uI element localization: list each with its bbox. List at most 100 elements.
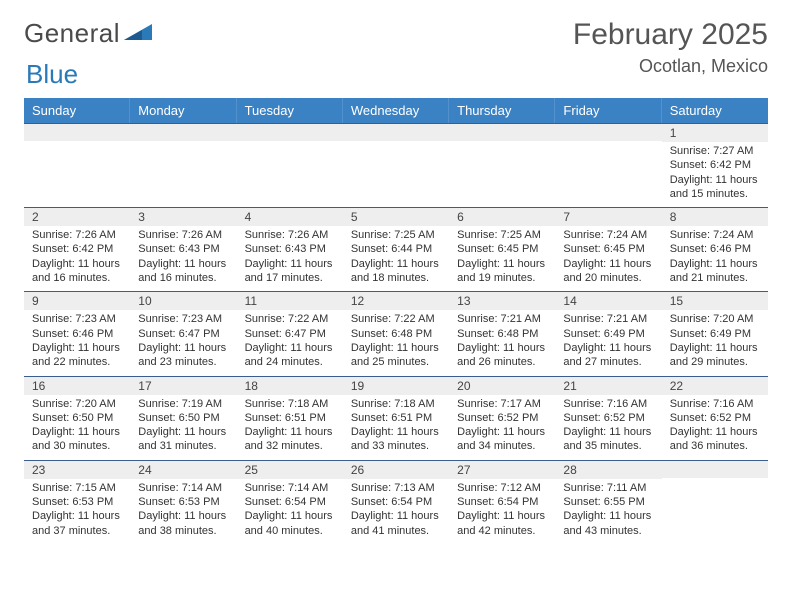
daylight-line: Daylight: 11 hours and 17 minutes. <box>245 257 335 286</box>
day-cell: 6Sunrise: 7:25 AMSunset: 6:45 PMDaylight… <box>449 207 555 291</box>
weekday-header: Friday <box>555 98 661 123</box>
day-cell: 11 Sunrise: 7:22 AMSunset: 6:47 PMDayligh… <box>237 291 343 375</box>
day-details: Sunrise: 7:17 AMSunset: 6:52 PMDaylight:… <box>449 395 555 460</box>
calendar-grid: 1Sunrise: 7:27 AMSunset: 6:42 PMDaylight… <box>24 123 768 544</box>
sunset-line: Sunset: 6:50 PM <box>32 411 122 425</box>
day-number: 23 <box>24 460 130 479</box>
day-cell <box>555 123 661 207</box>
sunrise-line: Sunrise: 7:19 AM <box>138 397 228 411</box>
day-details: Sunrise: 7:21 AMSunset: 6:49 PMDaylight:… <box>555 310 661 375</box>
sunset-line: Sunset: 6:51 PM <box>351 411 441 425</box>
sunset-line: Sunset: 6:53 PM <box>138 495 228 509</box>
day-cell: 18Sunrise: 7:18 AMSunset: 6:51 PMDayligh… <box>237 376 343 460</box>
sunset-line: Sunset: 6:54 PM <box>351 495 441 509</box>
day-number: 22 <box>662 376 768 395</box>
day-details: Sunrise: 7:16 AMSunset: 6:52 PMDaylight:… <box>555 395 661 460</box>
day-number: 3 <box>130 207 236 226</box>
day-cell: 4Sunrise: 7:26 AMSunset: 6:43 PMDaylight… <box>237 207 343 291</box>
day-cell: 21Sunrise: 7:16 AMSunset: 6:52 PMDayligh… <box>555 376 661 460</box>
sunset-line: Sunset: 6:46 PM <box>32 327 122 341</box>
day-details: Sunrise: 7:22 AMSunset: 6:48 PMDaylight:… <box>343 310 449 375</box>
daylight-line: Daylight: 11 hours and 36 minutes. <box>670 425 760 454</box>
day-details: Sunrise: 7:18 AMSunset: 6:51 PMDaylight:… <box>343 395 449 460</box>
day-cell: 1Sunrise: 7:27 AMSunset: 6:42 PMDaylight… <box>662 123 768 207</box>
sunrise-line: Sunrise: 7:26 AM <box>245 228 335 242</box>
day-cell <box>237 123 343 207</box>
day-details: Sunrise: 7:14 AMSunset: 6:54 PMDaylight:… <box>237 479 343 544</box>
day-number: 14 <box>555 291 661 310</box>
sunrise-line: Sunrise: 7:11 AM <box>563 481 653 495</box>
daylight-line: Daylight: 11 hours and 24 minutes. <box>245 341 335 370</box>
weekday-header: Saturday <box>662 98 768 123</box>
day-details: Sunrise: 7:26 AMSunset: 6:43 PMDaylight:… <box>237 226 343 291</box>
day-number: 17 <box>130 376 236 395</box>
sunset-line: Sunset: 6:45 PM <box>457 242 547 256</box>
day-number: 18 <box>237 376 343 395</box>
day-number: 24 <box>130 460 236 479</box>
logo-triangle-icon <box>124 22 152 45</box>
sunset-line: Sunset: 6:50 PM <box>138 411 228 425</box>
day-details: Sunrise: 7:25 AMSunset: 6:45 PMDaylight:… <box>449 226 555 291</box>
daylight-line: Daylight: 11 hours and 34 minutes. <box>457 425 547 454</box>
day-cell <box>343 123 449 207</box>
day-details: Sunrise: 7:16 AMSunset: 6:52 PMDaylight:… <box>662 395 768 460</box>
day-details: Sunrise: 7:25 AMSunset: 6:44 PMDaylight:… <box>343 226 449 291</box>
sunset-line: Sunset: 6:52 PM <box>563 411 653 425</box>
sunrise-line: Sunrise: 7:22 AM <box>245 312 335 326</box>
day-number: 15 <box>662 291 768 310</box>
sunrise-line: Sunrise: 7:26 AM <box>138 228 228 242</box>
sunrise-line: Sunrise: 7:18 AM <box>351 397 441 411</box>
day-cell: 8Sunrise: 7:24 AMSunset: 6:46 PMDaylight… <box>662 207 768 291</box>
day-band-empty <box>555 123 661 141</box>
day-cell: 19Sunrise: 7:18 AMSunset: 6:51 PMDayligh… <box>343 376 449 460</box>
daylight-line: Daylight: 11 hours and 43 minutes. <box>563 509 653 538</box>
day-details: Sunrise: 7:26 AMSunset: 6:42 PMDaylight:… <box>24 226 130 291</box>
day-number: 8 <box>662 207 768 226</box>
day-details: Sunrise: 7:21 AMSunset: 6:48 PMDaylight:… <box>449 310 555 375</box>
sunrise-line: Sunrise: 7:24 AM <box>563 228 653 242</box>
day-cell: 16Sunrise: 7:20 AMSunset: 6:50 PMDayligh… <box>24 376 130 460</box>
sunset-line: Sunset: 6:55 PM <box>563 495 653 509</box>
day-details: Sunrise: 7:27 AMSunset: 6:42 PMDaylight:… <box>662 142 768 207</box>
day-number: 19 <box>343 376 449 395</box>
month-title: February 2025 <box>573 18 768 52</box>
daylight-line: Daylight: 11 hours and 18 minutes. <box>351 257 441 286</box>
day-cell: 3Sunrise: 7:26 AMSunset: 6:43 PMDaylight… <box>130 207 236 291</box>
day-cell: 2Sunrise: 7:26 AMSunset: 6:42 PMDaylight… <box>24 207 130 291</box>
sunrise-line: Sunrise: 7:21 AM <box>563 312 653 326</box>
day-details: Sunrise: 7:24 AMSunset: 6:45 PMDaylight:… <box>555 226 661 291</box>
daylight-line: Daylight: 11 hours and 20 minutes. <box>563 257 653 286</box>
daylight-line: Daylight: 11 hours and 23 minutes. <box>138 341 228 370</box>
sunrise-line: Sunrise: 7:23 AM <box>138 312 228 326</box>
sunrise-line: Sunrise: 7:21 AM <box>457 312 547 326</box>
daylight-line: Daylight: 11 hours and 35 minutes. <box>563 425 653 454</box>
daylight-line: Daylight: 11 hours and 21 minutes. <box>670 257 760 286</box>
day-number: 21 <box>555 376 661 395</box>
daylight-line: Daylight: 11 hours and 33 minutes. <box>351 425 441 454</box>
weekday-header: Wednesday <box>343 98 449 123</box>
day-cell: 10 Sunrise: 7:23 AMSunset: 6:47 PMDayligh… <box>130 291 236 375</box>
day-details: Sunrise: 7:13 AMSunset: 6:54 PMDaylight:… <box>343 479 449 544</box>
sunrise-line: Sunrise: 7:25 AM <box>457 228 547 242</box>
sunset-line: Sunset: 6:47 PM <box>245 327 335 341</box>
day-cell: 17Sunrise: 7:19 AMSunset: 6:50 PMDayligh… <box>130 376 236 460</box>
sunrise-line: Sunrise: 7:13 AM <box>351 481 441 495</box>
day-number: 10 <box>130 291 236 310</box>
sunrise-line: Sunrise: 7:16 AM <box>563 397 653 411</box>
sunrise-line: Sunrise: 7:25 AM <box>351 228 441 242</box>
day-details: Sunrise: 7:24 AMSunset: 6:46 PMDaylight:… <box>662 226 768 291</box>
sunset-line: Sunset: 6:42 PM <box>32 242 122 256</box>
sunset-line: Sunset: 6:43 PM <box>245 242 335 256</box>
day-band-empty <box>24 123 130 141</box>
sunset-line: Sunset: 6:53 PM <box>32 495 122 509</box>
day-number: 28 <box>555 460 661 479</box>
day-number: 27 <box>449 460 555 479</box>
day-number: 11 <box>237 291 343 310</box>
sunset-line: Sunset: 6:52 PM <box>670 411 760 425</box>
sunset-line: Sunset: 6:47 PM <box>138 327 228 341</box>
daylight-line: Daylight: 11 hours and 32 minutes. <box>245 425 335 454</box>
sunset-line: Sunset: 6:43 PM <box>138 242 228 256</box>
daylight-line: Daylight: 11 hours and 26 minutes. <box>457 341 547 370</box>
day-details: Sunrise: 7:23 AMSunset: 6:46 PMDaylight:… <box>24 310 130 375</box>
day-cell <box>662 460 768 544</box>
